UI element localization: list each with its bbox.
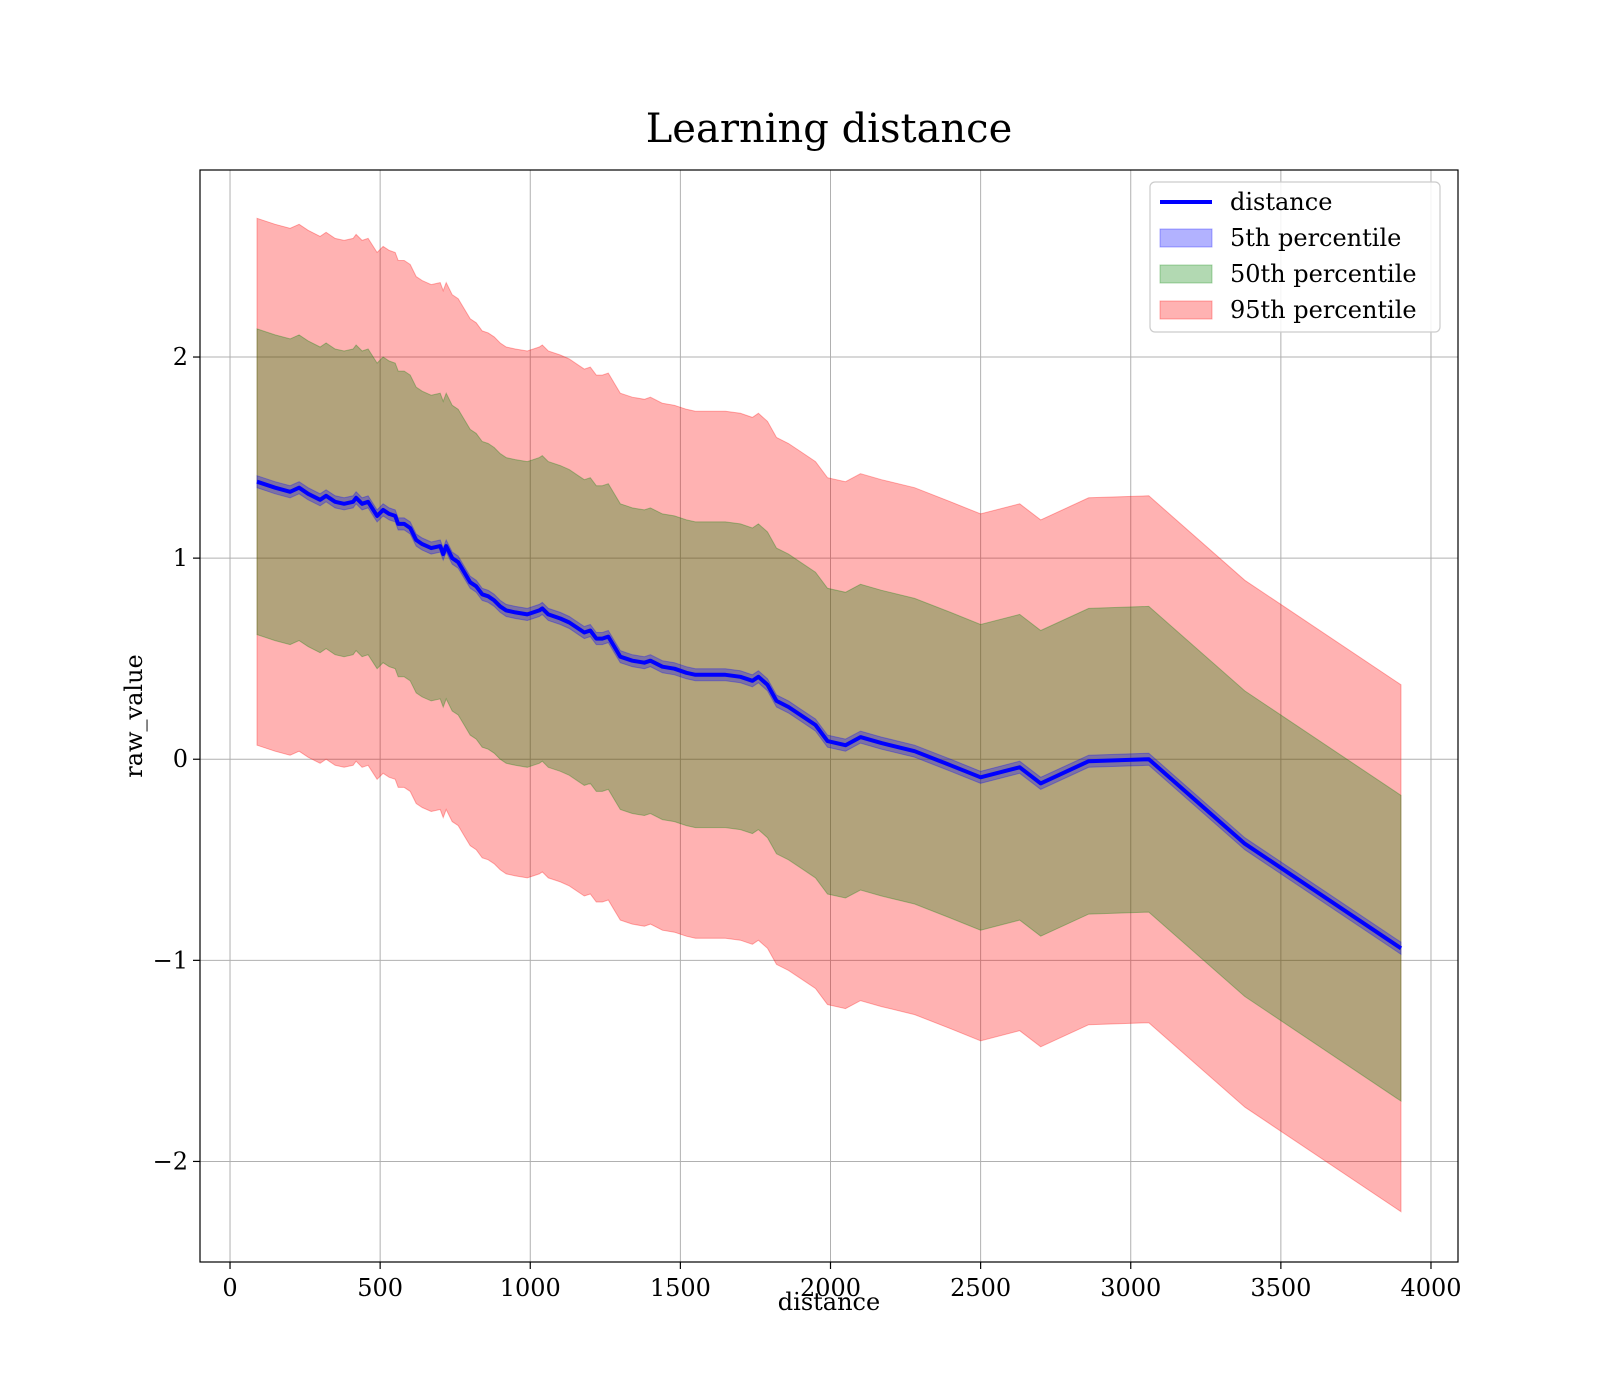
band-50th-percentile [256,328,1402,1103]
x-tick-label: 500 [357,1274,403,1302]
y-tick-label: 1 [173,544,188,572]
legend-label-5th-percentile: 5th percentile [1230,224,1401,252]
legend-swatch-5th-percentile [1159,228,1213,248]
legend-box [1149,181,1441,333]
x-tick-label: 2000 [800,1274,861,1302]
chart-title: Learning distance [646,106,1013,152]
plot-frame [199,169,1459,1263]
x-tick-label: 3500 [1250,1274,1311,1302]
band-5th-percentile [256,475,1402,956]
x-tick-label: 3000 [1100,1274,1161,1302]
distance-line [256,479,1403,950]
legend-label-distance: distance [1230,188,1332,216]
legend-swatch-95th-percentile [1159,300,1213,320]
percentile-bands [256,217,1402,1213]
legend-swatch-50th-percentile [1159,264,1213,284]
band-95th-percentile [256,217,1402,1213]
x-axis-label: distance [778,1288,880,1316]
y-tick-label: −2 [153,1147,188,1175]
distance-line-layer [256,479,1403,950]
legend: distance 5th percentile 50th percentile 95t… [1149,181,1441,333]
x-tick-label: 1500 [650,1274,711,1302]
y-tick-label: 0 [173,745,188,773]
y-axis-label: raw_value [120,654,148,778]
legend-label-50th-percentile: 50th percentile [1230,260,1417,288]
grid [200,170,1458,1262]
y-tick-label: −1 [153,946,188,974]
x-tick-label: 2500 [950,1274,1011,1302]
x-tick-label: 1000 [500,1274,561,1302]
y-tick-label: 2 [173,343,188,371]
ticks: 0 500 1000 1500 2000 2500 3000 3500 4000 −2 −1 0 1 2 [153,343,1462,1302]
x-tick-label: 4000 [1400,1274,1461,1302]
x-tick-label: 0 [222,1274,237,1302]
legend-label-95th-percentile: 95th percentile [1230,296,1417,324]
